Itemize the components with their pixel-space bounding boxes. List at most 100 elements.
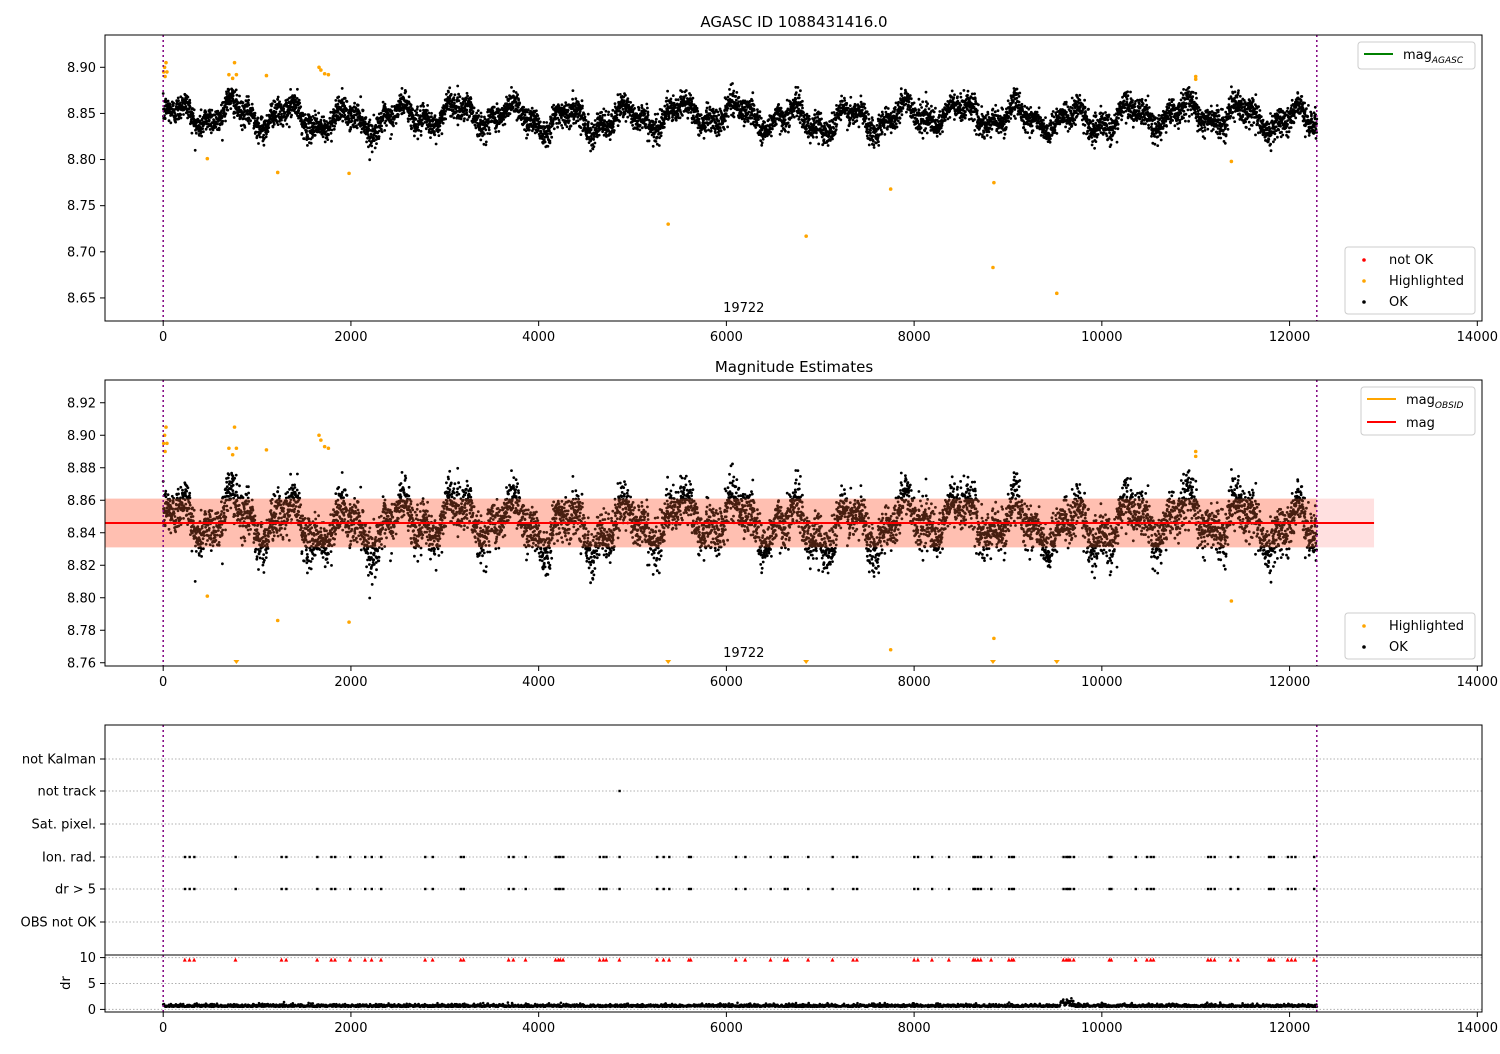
ok-point — [919, 126, 923, 130]
ok-point — [220, 103, 223, 107]
ok-point — [916, 119, 920, 123]
ok-point — [322, 115, 325, 119]
ok-point — [574, 97, 578, 101]
ok-point — [669, 97, 673, 101]
ok-point — [848, 104, 852, 107]
ok-point — [872, 143, 876, 147]
ok-point — [207, 118, 211, 122]
ok-point — [343, 97, 347, 100]
ok-point — [579, 133, 583, 137]
ok-point — [654, 140, 658, 143]
ok-point — [646, 106, 649, 110]
ok-point — [959, 103, 963, 107]
ok-point — [445, 92, 448, 96]
ok-point — [508, 112, 512, 116]
ok-point — [866, 127, 869, 131]
ok-point — [418, 109, 422, 112]
ok-point — [317, 111, 320, 115]
ok-point — [164, 97, 168, 101]
ok-point — [840, 100, 844, 103]
ok-point — [678, 116, 682, 120]
ok-point — [846, 128, 849, 132]
ok-point — [964, 113, 968, 117]
ok-point — [938, 132, 942, 136]
ok-point — [611, 125, 615, 129]
ok-point — [588, 130, 592, 134]
ok-point — [404, 90, 408, 93]
ok-point — [419, 133, 423, 137]
ok-point — [466, 94, 469, 98]
ok-point — [623, 112, 627, 115]
ok-point — [871, 134, 875, 138]
ok-point — [163, 117, 167, 120]
ok-point — [298, 101, 302, 105]
ok-point — [561, 126, 564, 130]
ok-point — [526, 133, 529, 137]
ok-point — [586, 112, 590, 116]
ok-point — [256, 116, 260, 120]
ok-point — [853, 104, 857, 108]
ok-point — [695, 106, 699, 110]
ok-point — [399, 93, 403, 97]
ok-point — [379, 111, 383, 115]
ok-point — [767, 118, 771, 121]
ok-point — [883, 133, 887, 136]
ok-point — [895, 125, 899, 129]
ok-point — [194, 128, 197, 132]
ok-point — [353, 121, 357, 125]
ok-point — [323, 140, 327, 144]
ok-point — [624, 120, 628, 123]
ok-point — [377, 135, 381, 139]
ok-point — [973, 92, 976, 96]
ok-point — [416, 137, 420, 141]
ok-point — [345, 100, 349, 103]
ok-point — [216, 109, 220, 113]
ok-point — [859, 100, 863, 104]
ok-point — [345, 108, 349, 112]
ok-point — [875, 124, 879, 127]
ok-point — [747, 110, 751, 114]
ok-point — [234, 88, 238, 92]
ok-point — [699, 131, 703, 135]
ok-point — [416, 105, 419, 109]
ok-point — [383, 102, 387, 106]
ok-point — [834, 128, 838, 132]
ok-point — [465, 91, 469, 95]
ok-point — [482, 132, 486, 136]
ok-point — [434, 142, 438, 146]
ok-point — [438, 124, 442, 128]
ok-point — [977, 103, 980, 107]
ok-point — [863, 102, 866, 106]
ok-point — [797, 117, 801, 121]
ok-point — [797, 96, 801, 100]
ok-point — [463, 117, 466, 120]
ok-point — [502, 118, 505, 121]
ok-point — [280, 118, 283, 122]
ok-point — [241, 117, 245, 121]
ok-point — [717, 113, 721, 117]
ok-point — [925, 104, 928, 108]
ok-point — [941, 130, 944, 134]
ok-point — [822, 138, 826, 142]
ok-point — [750, 99, 754, 103]
ok-point — [708, 105, 712, 109]
ok-point — [966, 89, 970, 93]
ok-point — [313, 133, 317, 137]
ok-point — [589, 128, 593, 132]
ok-point — [169, 121, 173, 125]
ok-point — [179, 116, 183, 120]
ok-point — [390, 105, 394, 108]
ok-point — [908, 94, 912, 97]
ok-point — [247, 98, 251, 102]
ok-point — [777, 103, 780, 106]
ok-point — [333, 124, 336, 128]
ok-point — [525, 136, 528, 140]
ok-point — [548, 141, 552, 145]
ok-point — [659, 131, 663, 135]
ok-point — [801, 106, 804, 110]
ok-point — [380, 130, 384, 134]
ok-point — [867, 112, 870, 116]
ok-point — [462, 119, 466, 123]
ok-point — [633, 107, 636, 110]
ok-point — [863, 119, 867, 123]
